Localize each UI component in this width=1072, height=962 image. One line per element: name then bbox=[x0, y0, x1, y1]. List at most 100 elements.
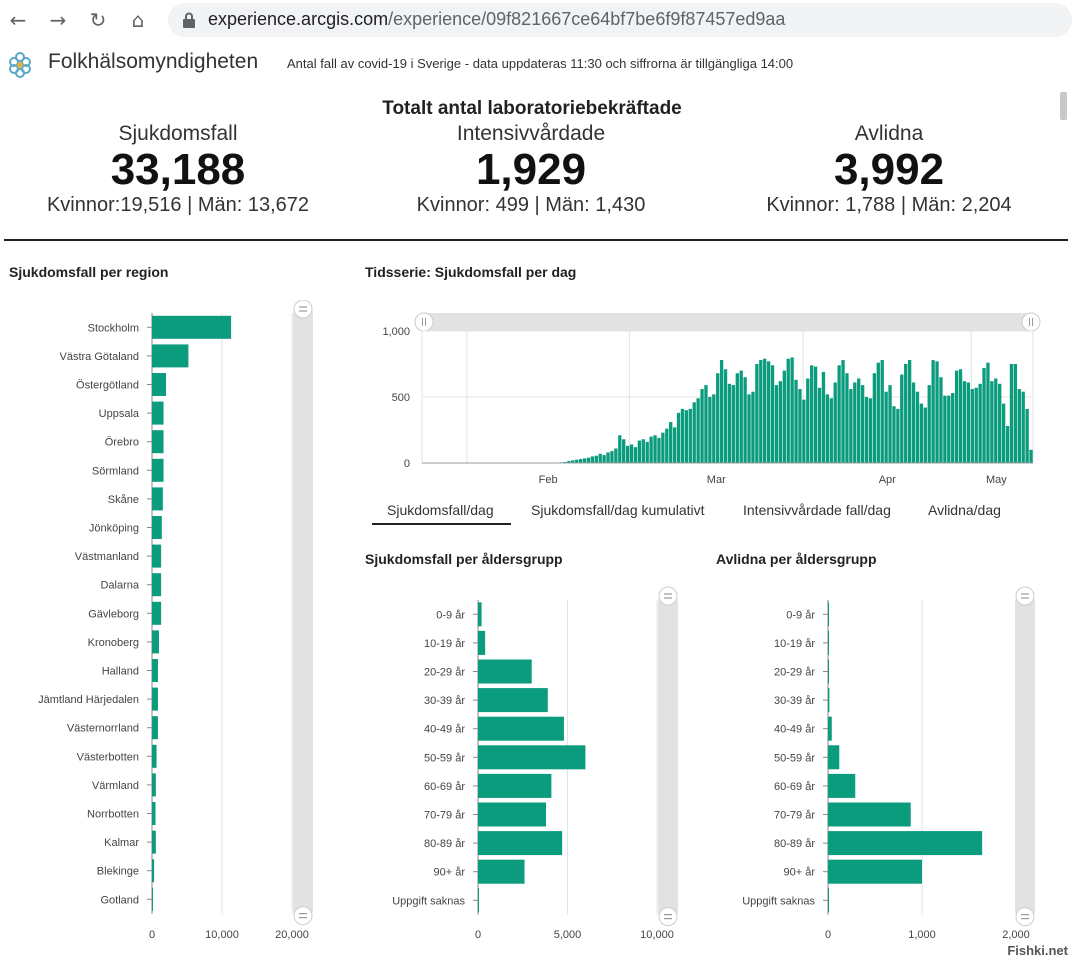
bar[interactable] bbox=[594, 455, 598, 463]
bar[interactable] bbox=[828, 831, 983, 856]
bar[interactable] bbox=[563, 461, 567, 463]
bar[interactable] bbox=[478, 888, 479, 913]
bar[interactable] bbox=[958, 369, 963, 463]
bar[interactable] bbox=[618, 435, 622, 463]
bar[interactable] bbox=[829, 398, 833, 463]
bar[interactable] bbox=[708, 397, 712, 463]
bar[interactable] bbox=[152, 544, 162, 568]
range-slider[interactable] bbox=[422, 313, 1033, 331]
bar[interactable] bbox=[923, 407, 927, 463]
bar[interactable] bbox=[970, 389, 974, 463]
bar[interactable] bbox=[802, 399, 806, 463]
bar[interactable] bbox=[828, 773, 856, 798]
bar[interactable] bbox=[152, 744, 157, 768]
bar[interactable] bbox=[828, 859, 922, 884]
bar[interactable] bbox=[1013, 364, 1018, 463]
bar[interactable] bbox=[152, 773, 156, 797]
bar[interactable] bbox=[806, 378, 810, 463]
bar[interactable] bbox=[152, 830, 156, 854]
scroll-handle-top[interactable] bbox=[1015, 586, 1035, 606]
bar[interactable] bbox=[723, 369, 728, 463]
bar[interactable] bbox=[1001, 403, 1006, 463]
bar[interactable] bbox=[152, 516, 162, 539]
bar[interactable] bbox=[712, 394, 716, 463]
bar[interactable] bbox=[657, 437, 661, 463]
range-handle-end[interactable] bbox=[1021, 312, 1041, 332]
handle-circle[interactable] bbox=[293, 906, 313, 926]
bar[interactable] bbox=[152, 859, 155, 883]
scroll-handle-top[interactable] bbox=[658, 586, 678, 606]
bar[interactable] bbox=[872, 373, 877, 463]
bar[interactable] bbox=[978, 383, 982, 463]
bar[interactable] bbox=[896, 408, 900, 463]
bar[interactable] bbox=[888, 385, 892, 463]
bar[interactable] bbox=[864, 397, 869, 463]
bar[interactable] bbox=[739, 370, 743, 463]
chart-scrollbar[interactable] bbox=[293, 305, 313, 920]
scroll-handle-top[interactable] bbox=[293, 300, 313, 319]
bar[interactable] bbox=[152, 401, 164, 425]
bar[interactable] bbox=[478, 745, 586, 770]
bar[interactable] bbox=[622, 439, 626, 463]
bar[interactable] bbox=[986, 362, 990, 463]
bar[interactable] bbox=[853, 382, 857, 463]
bar[interactable] bbox=[900, 374, 904, 463]
bar[interactable] bbox=[152, 887, 153, 911]
bar[interactable] bbox=[828, 888, 829, 913]
bar[interactable] bbox=[152, 315, 232, 339]
bar[interactable] bbox=[825, 394, 830, 463]
home-icon[interactable]: ⌂ bbox=[131, 8, 145, 32]
bar[interactable] bbox=[478, 688, 548, 713]
bar[interactable] bbox=[606, 452, 610, 463]
bar[interactable] bbox=[919, 403, 924, 463]
bar[interactable] bbox=[943, 395, 947, 463]
chart-scrollbar[interactable] bbox=[1015, 592, 1035, 921]
chart-scrollbar[interactable] bbox=[658, 592, 678, 921]
bar[interactable] bbox=[782, 370, 786, 463]
bar[interactable] bbox=[951, 393, 955, 463]
bar[interactable] bbox=[152, 430, 164, 454]
bar[interactable] bbox=[478, 630, 486, 655]
handle-circle[interactable] bbox=[658, 586, 678, 606]
bar[interactable] bbox=[152, 659, 158, 682]
bar[interactable] bbox=[719, 360, 724, 463]
bar[interactable] bbox=[637, 440, 642, 463]
range-handle-start[interactable] bbox=[414, 312, 434, 332]
bar[interactable] bbox=[911, 382, 916, 463]
bar[interactable] bbox=[152, 373, 166, 396]
bar[interactable] bbox=[828, 802, 911, 827]
bar[interactable] bbox=[751, 391, 755, 463]
bar[interactable] bbox=[876, 362, 880, 463]
bar[interactable] bbox=[845, 373, 849, 463]
reload-icon[interactable]: ↻ bbox=[89, 8, 107, 32]
forward-arrow-icon[interactable]: → bbox=[49, 8, 67, 32]
bar[interactable] bbox=[731, 385, 736, 463]
bar[interactable] bbox=[860, 385, 865, 463]
bar[interactable] bbox=[931, 360, 935, 463]
bar[interactable] bbox=[672, 427, 677, 463]
page-scrollbar[interactable] bbox=[1060, 92, 1067, 120]
bar[interactable] bbox=[810, 365, 814, 463]
bar[interactable] bbox=[743, 377, 747, 463]
bar[interactable] bbox=[1009, 364, 1014, 463]
bar[interactable] bbox=[152, 344, 189, 368]
bar[interactable] bbox=[841, 360, 845, 463]
handle-circle[interactable] bbox=[658, 907, 678, 927]
bar[interactable] bbox=[571, 460, 575, 463]
bar[interactable] bbox=[794, 379, 798, 463]
bar[interactable] bbox=[665, 428, 669, 463]
bar[interactable] bbox=[478, 831, 563, 856]
bar[interactable] bbox=[696, 398, 700, 463]
handle-circle[interactable] bbox=[1021, 312, 1041, 332]
bar[interactable] bbox=[641, 439, 645, 463]
bar[interactable] bbox=[152, 687, 158, 711]
bar[interactable] bbox=[625, 445, 630, 463]
bar[interactable] bbox=[994, 378, 998, 463]
bar[interactable] bbox=[680, 408, 685, 463]
tab-deaths-per-day[interactable]: Avlidna/dag bbox=[928, 502, 1001, 518]
bar[interactable] bbox=[962, 381, 967, 463]
bar[interactable] bbox=[692, 402, 696, 463]
bar[interactable] bbox=[1029, 449, 1033, 463]
handle-circle[interactable] bbox=[1015, 907, 1035, 927]
bar[interactable] bbox=[828, 716, 832, 741]
